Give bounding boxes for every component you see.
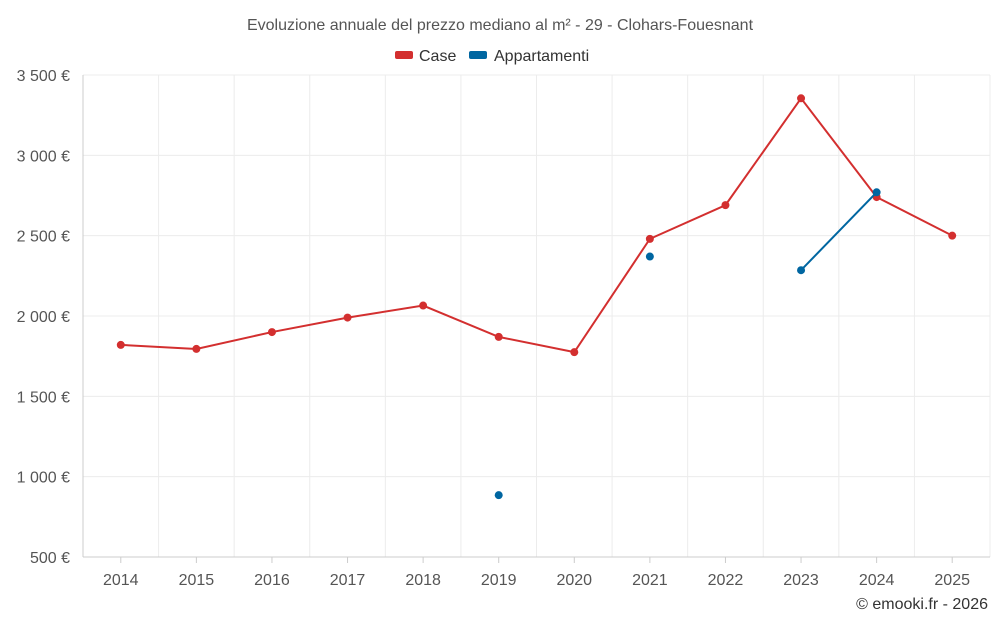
data-point-case[interactable] (419, 301, 428, 310)
legend-label-appartamenti: Appartamenti (494, 48, 589, 65)
chart-credit: © emooki.fr - 2026 (856, 596, 988, 613)
y-tick-label: 500 € (30, 550, 70, 567)
series-line-appartamenti (800, 191, 878, 271)
data-point-appartamenti[interactable] (645, 252, 654, 261)
series-line-case (120, 96, 953, 354)
series-appartamenti (494, 188, 881, 500)
x-tick-label: 2024 (859, 572, 895, 589)
data-point-case[interactable] (948, 231, 957, 240)
legend: Case Appartamenti (395, 48, 589, 65)
data-point-case[interactable] (721, 201, 730, 210)
x-tick-label: 2021 (632, 572, 668, 589)
grid (83, 74, 991, 557)
data-point-appartamenti[interactable] (872, 188, 881, 197)
data-point-appartamenti[interactable] (494, 491, 503, 500)
legend-item-appartamenti[interactable]: Appartamenti (469, 48, 589, 65)
data-point-case[interactable] (267, 328, 276, 337)
legend-label-case: Case (419, 48, 456, 65)
y-tick-label: 2 500 € (17, 229, 70, 246)
x-tick-label: 2016 (254, 572, 290, 589)
data-point-appartamenti[interactable] (797, 266, 806, 275)
x-tick-label: 2017 (330, 572, 366, 589)
x-tick-label: 2020 (556, 572, 592, 589)
data-point-case[interactable] (494, 332, 503, 341)
x-tick-label: 2022 (708, 572, 744, 589)
data-point-case[interactable] (797, 94, 806, 103)
x-axis: 2014 2015 2016 2017 2018 2019 2020 2021 2022 2023… (83, 556, 990, 589)
y-tick-label: 1 000 € (17, 470, 70, 487)
legend-swatch-appartamenti (469, 51, 487, 59)
y-tick-label: 3 000 € (17, 148, 70, 165)
data-point-case[interactable] (343, 313, 352, 322)
chart-title: Evoluzione annuale del prezzo mediano al… (247, 17, 754, 34)
x-tick-label: 2014 (103, 572, 139, 589)
series-layer (116, 94, 957, 500)
data-point-case[interactable] (192, 344, 201, 353)
legend-swatch-case (395, 51, 413, 59)
x-tick-label: 2025 (934, 572, 970, 589)
y-tick-label: 3 500 € (17, 68, 70, 85)
legend-item-case[interactable]: Case (395, 48, 456, 65)
x-tick-label: 2019 (481, 572, 517, 589)
x-tick-label: 2015 (179, 572, 215, 589)
data-point-case[interactable] (570, 348, 579, 357)
data-point-case[interactable] (116, 340, 125, 349)
y-axis: 500 € 1 000 € 1 500 € 2 000 € 2 500 € 3 000 €… (17, 68, 84, 567)
x-tick-label: 2018 (405, 572, 441, 589)
y-tick-label: 2 000 € (17, 309, 70, 326)
y-tick-label: 1 500 € (17, 389, 70, 406)
x-tick-label: 2023 (783, 572, 819, 589)
data-point-case[interactable] (645, 234, 654, 243)
